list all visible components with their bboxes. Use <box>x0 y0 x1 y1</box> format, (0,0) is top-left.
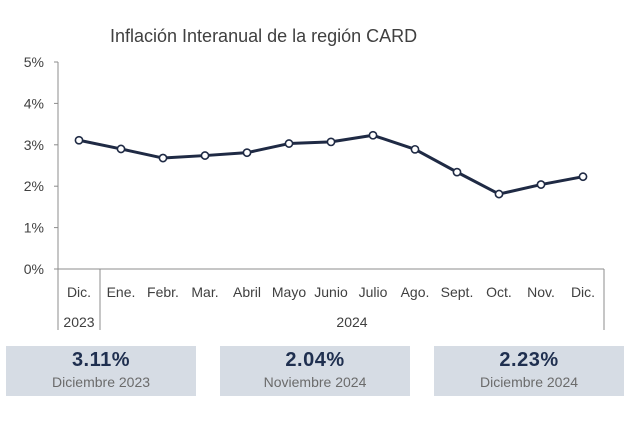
data-point <box>326 137 336 147</box>
x-tick-label: Febr. <box>147 284 179 300</box>
data-point <box>368 130 378 140</box>
kpi-label: Diciembre 2023 <box>51 374 151 390</box>
kpi-value: 2.04% <box>285 349 345 371</box>
x-tick-label: Julio <box>359 284 388 300</box>
data-point <box>452 167 462 177</box>
x-tick-label: Junio <box>314 284 348 300</box>
kpi-row: 3.11% Diciembre 2023 2.04% Noviembre 202… <box>6 346 634 396</box>
data-point <box>116 144 126 154</box>
x-tick-label: Dic. <box>67 284 91 300</box>
series-group <box>74 130 588 199</box>
x-tick-labels: Dic. Ene. Febr. Mar. Abril Mayo Junio Julio Ago.… <box>67 284 595 300</box>
year-label: 2024 <box>336 314 367 330</box>
data-point <box>158 153 168 163</box>
kpi-label: Noviembre 2024 <box>263 374 367 390</box>
x-tick-label: Oct. <box>486 284 512 300</box>
kpi-value: 2.23% <box>499 349 559 371</box>
year-labels: 2023 2024 <box>63 314 367 330</box>
x-tick-label: Nov. <box>527 284 555 300</box>
x-tick-label: Ago. <box>401 284 430 300</box>
data-point <box>410 144 420 154</box>
y-tick-label: 5% <box>24 54 44 70</box>
year-label: 2023 <box>63 314 94 330</box>
kpi-label: Diciembre 2024 <box>479 374 579 390</box>
y-tick-label: 0% <box>24 261 44 277</box>
chart-axes <box>54 61 605 330</box>
y-tick-label: 2% <box>24 178 44 194</box>
data-point <box>242 148 252 158</box>
data-point <box>536 180 546 189</box>
y-tick-label: 4% <box>24 95 44 111</box>
data-point <box>578 172 588 182</box>
x-tick-label: Abril <box>233 284 261 300</box>
x-tick-label: Mayo <box>272 284 306 300</box>
kpi-card-dec-2024: 2.23% Diciembre 2024 <box>434 346 624 396</box>
data-point <box>284 139 294 148</box>
y-tick-label: 3% <box>24 137 44 153</box>
data-point <box>494 189 504 199</box>
data-point <box>74 135 84 145</box>
kpi-card-nov-2024: 2.04% Noviembre 2024 <box>220 346 410 396</box>
y-tick-label: 1% <box>24 220 44 236</box>
x-tick-label: Sept. <box>441 284 474 300</box>
kpi-value: 3.11% <box>71 349 131 371</box>
y-tick-labels: 0% 1% 2% 3% 4% 5% <box>24 54 44 277</box>
data-point <box>200 151 210 160</box>
x-tick-label: Ene. <box>107 284 136 300</box>
chart-title: Inflación Interanual de la región CARD <box>110 26 417 46</box>
x-tick-label: Mar. <box>191 284 218 300</box>
inflation-chart: Inflación Interanual de la región CARD 0… <box>24 26 605 330</box>
kpi-card-dec-2023: 3.11% Diciembre 2023 <box>6 346 196 396</box>
x-tick-label: Dic. <box>571 284 595 300</box>
